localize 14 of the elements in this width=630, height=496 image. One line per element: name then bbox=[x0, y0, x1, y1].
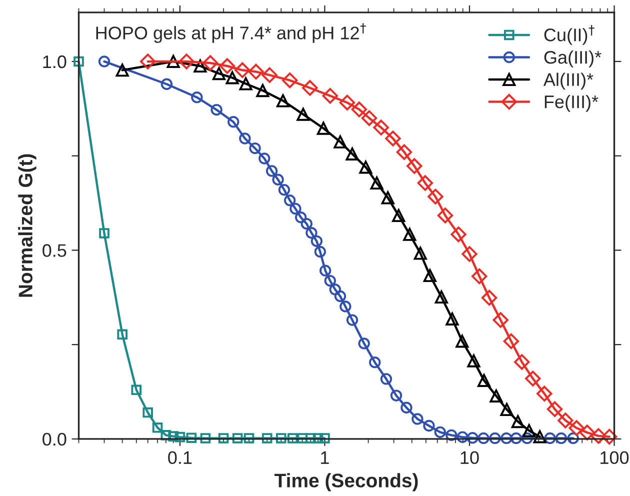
x-axis-title: Time (Seconds) bbox=[274, 473, 418, 492]
legend-label: Ga(III)* bbox=[544, 50, 602, 68]
legend-label: Fe(III)* bbox=[544, 94, 598, 112]
text: HOPO gels at pH 7.4* and pH 12$^{†}$ bbox=[96, 23, 366, 43]
y-tick-label: 1.0 bbox=[43, 55, 66, 68]
x-tick-label: 100 bbox=[600, 451, 629, 464]
legend-label: Al(III)* bbox=[543, 72, 594, 90]
x-tick-label: 10 bbox=[460, 451, 479, 464]
x-tick-label: 0.1 bbox=[168, 451, 192, 464]
y-tick-label: 0.5 bbox=[42, 244, 66, 257]
legend-label: Cu(II)$^{†}$ bbox=[544, 25, 594, 45]
y-axis-title: Normalized G(t) bbox=[18, 154, 36, 297]
y-tick-label: 0.0 bbox=[42, 432, 66, 446]
x-tick-label: 1 bbox=[321, 451, 329, 464]
